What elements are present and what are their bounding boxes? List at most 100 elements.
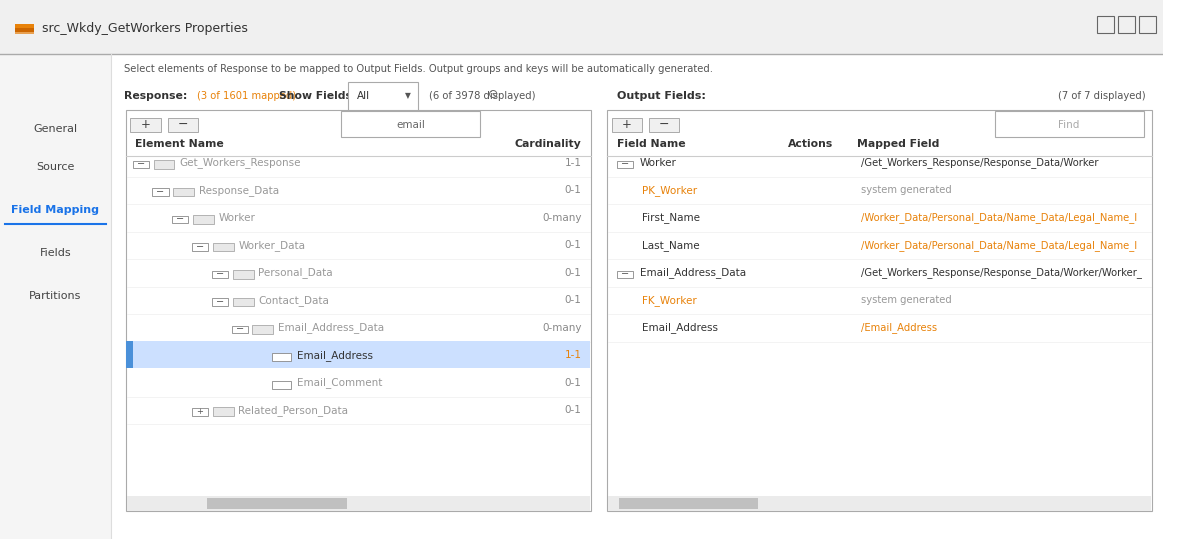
Text: /Worker_Data/Personal_Data/Name_Data/Legal_Name_l: /Worker_Data/Personal_Data/Name_Data/Leg…: [861, 240, 1137, 251]
Text: 0-1: 0-1: [565, 185, 582, 195]
Text: All: All: [357, 91, 370, 101]
Text: −: −: [178, 118, 188, 131]
Bar: [213, 243, 234, 251]
Bar: [126, 341, 132, 368]
Text: Personal_Data: Personal_Data: [258, 267, 333, 278]
Text: Response:: Response:: [125, 91, 188, 101]
Bar: [153, 188, 168, 196]
Text: ✓: ✓: [240, 272, 245, 277]
Text: −: −: [236, 324, 244, 334]
Bar: [16, 26, 34, 34]
Text: Field Mapping: Field Mapping: [11, 205, 100, 215]
Text: Source: Source: [36, 162, 75, 172]
Text: −: −: [620, 270, 629, 279]
Bar: [649, 118, 679, 132]
Text: system generated: system generated: [861, 185, 952, 195]
Text: ▼: ▼: [405, 92, 411, 100]
Text: Show Fields:: Show Fields:: [279, 91, 357, 101]
Bar: [607, 110, 1152, 511]
Text: Worker_Data: Worker_Data: [238, 240, 305, 251]
Text: PK_Worker: PK_Worker: [642, 185, 697, 196]
Text: 1-1: 1-1: [565, 158, 582, 168]
Text: system generated: system generated: [861, 295, 952, 305]
Text: /Worker_Data/Personal_Data/Name_Data/Legal_Name_l: /Worker_Data/Personal_Data/Name_Data/Leg…: [861, 212, 1137, 223]
Text: Field Name: Field Name: [617, 139, 685, 149]
Text: Output Fields:: Output Fields:: [617, 91, 706, 101]
Bar: [1118, 16, 1136, 33]
Bar: [617, 271, 632, 278]
Text: ✓: ✓: [278, 352, 286, 362]
Text: 0-many: 0-many: [542, 213, 582, 223]
Text: −: −: [177, 215, 184, 224]
Text: Select elements of Response to be mapped to Output Fields. Output groups and key: Select elements of Response to be mapped…: [125, 64, 714, 74]
Bar: [126, 110, 591, 511]
Text: Get_Workers_Response: Get_Workers_Response: [179, 157, 300, 168]
Bar: [608, 496, 1150, 511]
Bar: [0, 54, 111, 539]
Text: ✓: ✓: [221, 244, 226, 250]
Text: +: +: [141, 118, 150, 131]
Text: (6 of 3978 displayed): (6 of 3978 displayed): [429, 91, 536, 101]
Bar: [16, 24, 34, 28]
Bar: [130, 118, 161, 132]
Bar: [213, 407, 234, 416]
Bar: [172, 216, 189, 223]
Bar: [341, 111, 481, 137]
Text: Email_Address: Email_Address: [297, 350, 373, 361]
Bar: [612, 118, 642, 132]
Text: +: +: [623, 118, 632, 131]
Text: 0-1: 0-1: [565, 295, 582, 305]
Text: Email_Address_Data: Email_Address_Data: [639, 267, 746, 278]
Text: 1-1: 1-1: [565, 350, 582, 360]
Text: −: −: [156, 187, 165, 197]
Bar: [1097, 16, 1114, 33]
Text: /Get_Workers_Response/Response_Data/Worker/Worker_: /Get_Workers_Response/Response_Data/Work…: [861, 267, 1142, 278]
Bar: [207, 498, 346, 509]
Text: Mapped Field: Mapped Field: [857, 139, 940, 149]
Bar: [1139, 16, 1156, 33]
Text: 0-many: 0-many: [542, 323, 582, 333]
Bar: [994, 111, 1143, 137]
Bar: [232, 326, 248, 333]
Text: First_Name: First_Name: [642, 212, 700, 223]
Text: Actions: Actions: [787, 139, 833, 149]
Text: −: −: [620, 160, 629, 169]
Text: −: −: [659, 118, 670, 131]
Bar: [617, 161, 632, 168]
Text: Response_Data: Response_Data: [198, 185, 279, 196]
Text: Email_Address_Data: Email_Address_Data: [278, 322, 385, 333]
Bar: [192, 408, 208, 416]
Text: Element Name: Element Name: [135, 139, 224, 149]
Bar: [126, 341, 590, 368]
Bar: [272, 353, 291, 361]
Text: ✓: ✓: [240, 299, 245, 305]
Text: (3 of 1601 mapped): (3 of 1601 mapped): [197, 91, 296, 101]
Text: ✓: ✓: [161, 162, 167, 167]
Text: ✓: ✓: [201, 217, 207, 222]
Text: Contact_Data: Contact_Data: [258, 295, 329, 306]
Bar: [272, 381, 291, 389]
Bar: [212, 271, 228, 278]
Bar: [252, 325, 273, 334]
Text: ⊙: ⊙: [488, 88, 499, 101]
Bar: [619, 498, 758, 509]
Text: Cardinality: Cardinality: [514, 139, 582, 149]
Text: −: −: [216, 297, 224, 307]
Text: −: −: [137, 160, 144, 169]
Text: ✓: ✓: [261, 327, 266, 332]
Text: −: −: [196, 242, 204, 252]
Text: Find: Find: [1059, 120, 1079, 129]
Text: Fields: Fields: [40, 248, 71, 258]
Bar: [233, 298, 254, 306]
Text: 0-1: 0-1: [565, 268, 582, 278]
Bar: [126, 496, 590, 511]
Bar: [233, 270, 254, 279]
Bar: [194, 215, 214, 224]
Text: /Email_Address: /Email_Address: [861, 322, 938, 333]
Text: email: email: [397, 120, 426, 129]
Text: 0-1: 0-1: [565, 405, 582, 415]
Text: Last_Name: Last_Name: [642, 240, 700, 251]
Text: ✓: ✓: [221, 409, 226, 414]
Text: Email_Address: Email_Address: [642, 322, 718, 333]
Text: Related_Person_Data: Related_Person_Data: [238, 405, 349, 416]
